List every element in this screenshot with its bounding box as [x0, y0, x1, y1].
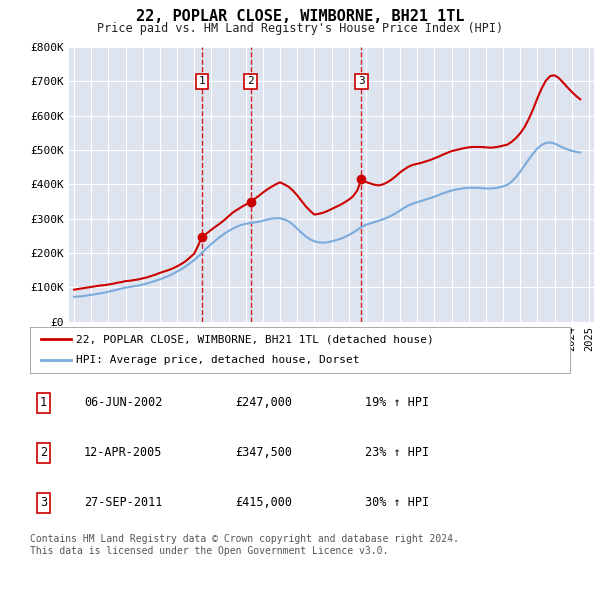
Text: 2: 2: [40, 446, 47, 460]
Text: 23% ↑ HPI: 23% ↑ HPI: [365, 446, 429, 460]
Text: 2: 2: [247, 77, 254, 87]
Text: 1: 1: [199, 77, 205, 87]
Text: 30% ↑ HPI: 30% ↑ HPI: [365, 496, 429, 509]
Text: 22, POPLAR CLOSE, WIMBORNE, BH21 1TL: 22, POPLAR CLOSE, WIMBORNE, BH21 1TL: [136, 9, 464, 24]
Text: £415,000: £415,000: [235, 496, 292, 509]
Text: Contains HM Land Registry data © Crown copyright and database right 2024.
This d: Contains HM Land Registry data © Crown c…: [30, 534, 459, 556]
Text: HPI: Average price, detached house, Dorset: HPI: Average price, detached house, Dors…: [76, 355, 359, 365]
Text: 27-SEP-2011: 27-SEP-2011: [84, 496, 163, 509]
Text: 12-APR-2005: 12-APR-2005: [84, 446, 163, 460]
Text: 06-JUN-2002: 06-JUN-2002: [84, 396, 163, 409]
Text: Price paid vs. HM Land Registry's House Price Index (HPI): Price paid vs. HM Land Registry's House …: [97, 22, 503, 35]
Text: 19% ↑ HPI: 19% ↑ HPI: [365, 396, 429, 409]
Text: 3: 3: [358, 77, 365, 87]
Text: £347,500: £347,500: [235, 446, 292, 460]
Text: 22, POPLAR CLOSE, WIMBORNE, BH21 1TL (detached house): 22, POPLAR CLOSE, WIMBORNE, BH21 1TL (de…: [76, 335, 434, 345]
Text: 3: 3: [40, 496, 47, 509]
Text: £247,000: £247,000: [235, 396, 292, 409]
Text: 1: 1: [40, 396, 47, 409]
